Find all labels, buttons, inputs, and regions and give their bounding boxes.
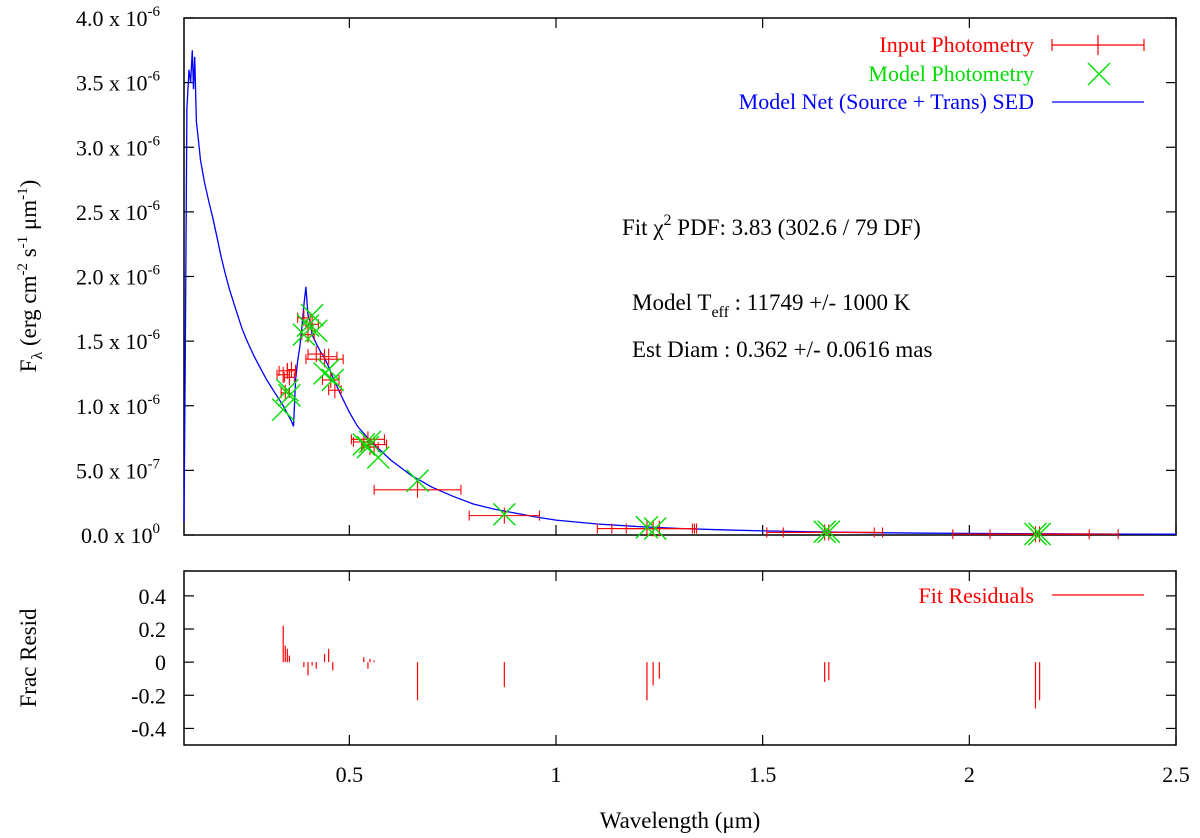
diameter-annotation: Est Diam : 0.362 +/- 0.0616 mas bbox=[632, 337, 932, 362]
chi2-annotation: Fit χ2 PDF: 3.83 (302.6 / 79 DF) bbox=[622, 212, 921, 240]
model-photometry-point bbox=[1023, 522, 1047, 546]
cross-stroke bbox=[643, 517, 667, 541]
cross-stroke bbox=[300, 303, 324, 327]
cross-stroke bbox=[292, 323, 316, 347]
sed-y-tick-label: 0.0 x 100 bbox=[81, 521, 160, 548]
model-photometry-point bbox=[643, 517, 667, 541]
cross-stroke bbox=[358, 430, 382, 454]
residual-y-tick-label: 0.2 bbox=[139, 617, 167, 642]
residual-plot-frame bbox=[183, 570, 1177, 746]
sed-y-tick-label: 3.5 x 10-6 bbox=[76, 69, 160, 96]
x-tick-label: 1.5 bbox=[749, 762, 777, 787]
legend-model-photometry-symbol bbox=[1087, 62, 1111, 86]
sed-y-tick-label: 2.5 x 10-6 bbox=[76, 198, 160, 225]
input-photometry-point bbox=[328, 382, 342, 399]
model-photometry-point bbox=[292, 323, 316, 347]
sed-y-tick-label: 1.5 x 10-6 bbox=[76, 327, 160, 354]
cross-stroke bbox=[813, 520, 837, 544]
model-photometry-point bbox=[352, 433, 376, 457]
cross-stroke bbox=[317, 358, 341, 382]
x-tick-label: 2.5 bbox=[1162, 762, 1190, 787]
sed-y-axis-title: Fλ (erg cm-2 s-1 μm-1) bbox=[15, 180, 46, 373]
sed-y-tick-label: 2.0 x 10-6 bbox=[76, 263, 160, 290]
sed-y-tick-label: 3.0 x 10-6 bbox=[76, 133, 160, 160]
x-axis-title: Wavelength (μm) bbox=[600, 808, 761, 833]
residual-x-ticks: 0.5 1 1.5 2 2.5 bbox=[336, 571, 1190, 787]
residual-y-tick-label: 0 bbox=[155, 650, 166, 675]
residual-legend: Fit Residuals bbox=[918, 583, 1144, 608]
cross-stroke bbox=[352, 433, 376, 457]
model-photometry-point bbox=[300, 303, 324, 327]
input-photometry-point bbox=[468, 507, 541, 524]
cross-stroke bbox=[1023, 522, 1047, 546]
model-photometry-point bbox=[406, 469, 430, 493]
model-photometry-point bbox=[813, 520, 837, 544]
model-photometry-point bbox=[275, 378, 299, 402]
x-tick-label: 1 bbox=[551, 762, 562, 787]
model-photometry-point bbox=[1028, 522, 1052, 546]
legend-model-sed-label: Model Net (Source + Trans) SED bbox=[739, 89, 1034, 114]
input-photometry-series bbox=[276, 309, 1119, 543]
sed-legend: Input Photometry Model Photometry Model … bbox=[739, 32, 1145, 114]
sed-x-ticks bbox=[348, 18, 1177, 535]
x-tick-label: 2 bbox=[964, 762, 975, 787]
model-photometry-point bbox=[321, 368, 345, 392]
cross-stroke bbox=[1028, 522, 1052, 546]
cross-stroke bbox=[492, 502, 516, 526]
input-photometry-point bbox=[361, 436, 388, 453]
residual-y-tick-label: -0.2 bbox=[131, 683, 166, 708]
input-photometry-point bbox=[319, 348, 338, 365]
model-photometry-point bbox=[492, 502, 516, 526]
cross-stroke bbox=[271, 398, 295, 422]
residual-y-tick-label: -0.4 bbox=[131, 716, 166, 741]
model-photometry-point bbox=[635, 515, 659, 539]
cross-stroke bbox=[817, 520, 841, 544]
legend-fit-residuals-label: Fit Residuals bbox=[918, 583, 1034, 608]
legend-input-photometry-label: Input Photometry bbox=[879, 32, 1034, 57]
model-photometry-point bbox=[817, 520, 841, 544]
model-photometry-point bbox=[366, 445, 390, 469]
sed-y-tick-label: 1.0 x 10-6 bbox=[76, 392, 160, 419]
cross-stroke bbox=[304, 319, 328, 343]
residual-y-axis-title: Frac Resid bbox=[16, 608, 41, 708]
x-tick-label: 0.5 bbox=[336, 762, 364, 787]
input-photometry-point bbox=[286, 361, 297, 378]
cross-stroke bbox=[635, 515, 659, 539]
model-photometry-point bbox=[277, 383, 301, 407]
cross-stroke bbox=[321, 368, 345, 392]
residual-y-ticks: 0.4 0.2 0 -0.2 -0.4 bbox=[131, 584, 1176, 741]
sed-y-ticks: 0.0 x 100 5.0 x 10-7 1.0 x 10-6 1.5 x 10-6 2… bbox=[76, 4, 1176, 548]
cross-stroke bbox=[275, 378, 299, 402]
model-photometry-point bbox=[304, 319, 328, 343]
residual-y-tick-label: 0.4 bbox=[139, 584, 167, 609]
cross-stroke bbox=[406, 469, 430, 493]
input-photometry-point bbox=[373, 481, 462, 498]
model-photometry-point bbox=[271, 398, 295, 422]
sed-y-tick-label: 4.0 x 10-6 bbox=[76, 4, 160, 31]
cross-stroke bbox=[366, 445, 390, 469]
cross-stroke bbox=[277, 383, 301, 407]
input-photometry-point bbox=[625, 520, 693, 537]
residual-series bbox=[282, 625, 1041, 709]
input-photometry-point bbox=[283, 369, 295, 386]
model-photometry-series bbox=[271, 303, 1052, 546]
legend-input-photometry-symbol bbox=[1051, 35, 1145, 55]
legend-model-photometry-label: Model Photometry bbox=[868, 61, 1034, 86]
model-photometry-point bbox=[358, 430, 382, 454]
teff-annotation: Model Teff : 11749 +/- 1000 K bbox=[632, 290, 911, 321]
sed-y-tick-label: 5.0 x 10-7 bbox=[76, 456, 160, 483]
